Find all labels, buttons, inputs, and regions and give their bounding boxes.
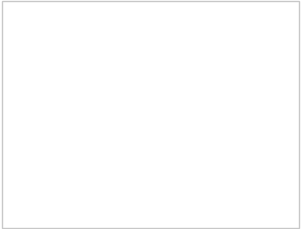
Text: $0.31: $0.31 [172,96,212,109]
Bar [161,79,168,111]
Bar [161,180,168,212]
Text: Log Analytics: Log Analytics [172,83,232,92]
Wedge shape [57,64,72,91]
Text: Service name: Service name [12,13,93,26]
Text: $9.45: $9.45 [172,48,212,61]
Bar [161,31,168,63]
Text: Event Hubs: Event Hubs [172,35,224,44]
Text: < $0.01: < $0.01 [172,197,227,210]
Text: ∨: ∨ [88,14,97,25]
Bar [161,127,168,159]
Text: $0.27: $0.27 [172,144,212,157]
Wedge shape [68,63,78,89]
Text: Sentinel: Sentinel [172,131,209,140]
Wedge shape [18,63,138,184]
Text: Service Bus: Service Bus [172,183,225,192]
